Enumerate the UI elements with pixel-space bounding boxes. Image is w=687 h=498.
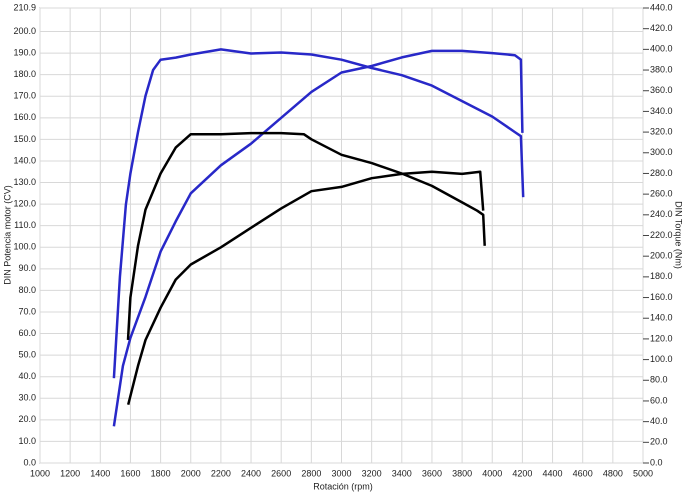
y-tick-label: 0.0 xyxy=(23,457,36,467)
x-tick-label: 1600 xyxy=(120,468,140,478)
y-tick-label: 80.0 xyxy=(18,285,36,295)
y2-tick-label: 380.0 xyxy=(650,64,673,74)
y-tick-label: 110.0 xyxy=(14,220,36,230)
y-tick-label: 30.0 xyxy=(18,393,36,403)
y2-tick-label: 420.0 xyxy=(650,23,673,33)
y2-tick-label: 280.0 xyxy=(650,168,673,178)
y-axis-title: DIN Potencia motor (CV) xyxy=(2,185,12,285)
y-tick-label: 170.0 xyxy=(13,91,36,101)
y2-tick-label: 360.0 xyxy=(650,85,673,95)
x-tick-label: 4200 xyxy=(512,468,532,478)
y2-tick-label: 200.0 xyxy=(650,251,673,261)
y2-tick-label: 320.0 xyxy=(650,126,673,136)
y2-tick-label: 260.0 xyxy=(650,189,673,199)
y-tick-label: 70.0 xyxy=(18,306,36,316)
x-tick-label: 4000 xyxy=(482,468,502,478)
y2-tick-label: 120.0 xyxy=(650,333,673,343)
y2-tick-label: 300.0 xyxy=(650,147,673,157)
x-tick-label: 5000 xyxy=(633,468,653,478)
x-tick-label: 2600 xyxy=(271,468,291,478)
x-tick-label: 4600 xyxy=(573,468,593,478)
y2-tick-label: 40.0 xyxy=(650,416,668,426)
x-tick-label: 3400 xyxy=(392,468,412,478)
y2-tick-label: 220.0 xyxy=(650,230,673,240)
x-tick-label: 1200 xyxy=(60,468,80,478)
curve xyxy=(112,49,524,427)
x-tick-label: 1800 xyxy=(151,468,171,478)
y2-tick-label: 340.0 xyxy=(650,106,673,116)
x-tick-label: 4400 xyxy=(543,468,563,478)
y2-axis-title: DIN Torque (Nm) xyxy=(674,201,684,269)
y-tick-label: 130.0 xyxy=(13,177,36,187)
curve xyxy=(112,48,525,379)
x-tick-label: 1400 xyxy=(90,468,110,478)
y-tick-label: 40.0 xyxy=(18,371,36,381)
y-tick-label: 200.0 xyxy=(13,26,36,36)
y-tick-label: 190.0 xyxy=(13,47,36,57)
y2-tick-label: 180.0 xyxy=(650,271,673,281)
x-tick-label: 3600 xyxy=(422,468,442,478)
y2-tick-label: 240.0 xyxy=(650,209,673,219)
y-tick-label: 120.0 xyxy=(13,198,36,208)
y-tick-label: 160.0 xyxy=(13,112,36,122)
y2-tick-label: 100.0 xyxy=(650,354,673,364)
y2-tick-label: 400.0 xyxy=(650,44,673,54)
y-tick-label: 210.9 xyxy=(13,2,36,12)
x-tick-label: 2200 xyxy=(211,468,231,478)
x-tick-label: 3000 xyxy=(331,468,351,478)
y-tick-label: 50.0 xyxy=(18,350,36,360)
y2-tick-label: 0.0 xyxy=(650,457,663,467)
x-tick-label: 3200 xyxy=(362,468,382,478)
y-tick-label: 180.0 xyxy=(13,69,36,79)
curve xyxy=(126,170,485,406)
y-tick-label: 140.0 xyxy=(13,155,36,165)
y-tick-label: 20.0 xyxy=(18,414,36,424)
y-tick-label: 10.0 xyxy=(18,436,36,446)
x-axis-title: Rotación (rpm) xyxy=(313,481,373,491)
x-tick-label: 2000 xyxy=(181,468,201,478)
y2-tick-label: 440.0 xyxy=(650,2,673,12)
x-tick-label: 4800 xyxy=(603,468,623,478)
y2-tick-label: 80.0 xyxy=(650,375,668,385)
curve xyxy=(126,131,486,340)
y2-tick-label: 160.0 xyxy=(650,292,673,302)
y-tick-label: 150.0 xyxy=(13,134,36,144)
x-tick-label: 2400 xyxy=(241,468,261,478)
x-tick-label: 1000 xyxy=(30,468,50,478)
x-tick-label: 2800 xyxy=(301,468,321,478)
y-tick-label: 60.0 xyxy=(18,328,36,338)
y2-tick-label: 140.0 xyxy=(650,313,673,323)
y-tick-label: 90.0 xyxy=(18,263,36,273)
y2-tick-label: 60.0 xyxy=(650,395,668,405)
y-tick-label: 100.0 xyxy=(13,242,36,252)
y2-tick-label: 20.0 xyxy=(650,437,668,447)
x-tick-label: 3800 xyxy=(452,468,472,478)
